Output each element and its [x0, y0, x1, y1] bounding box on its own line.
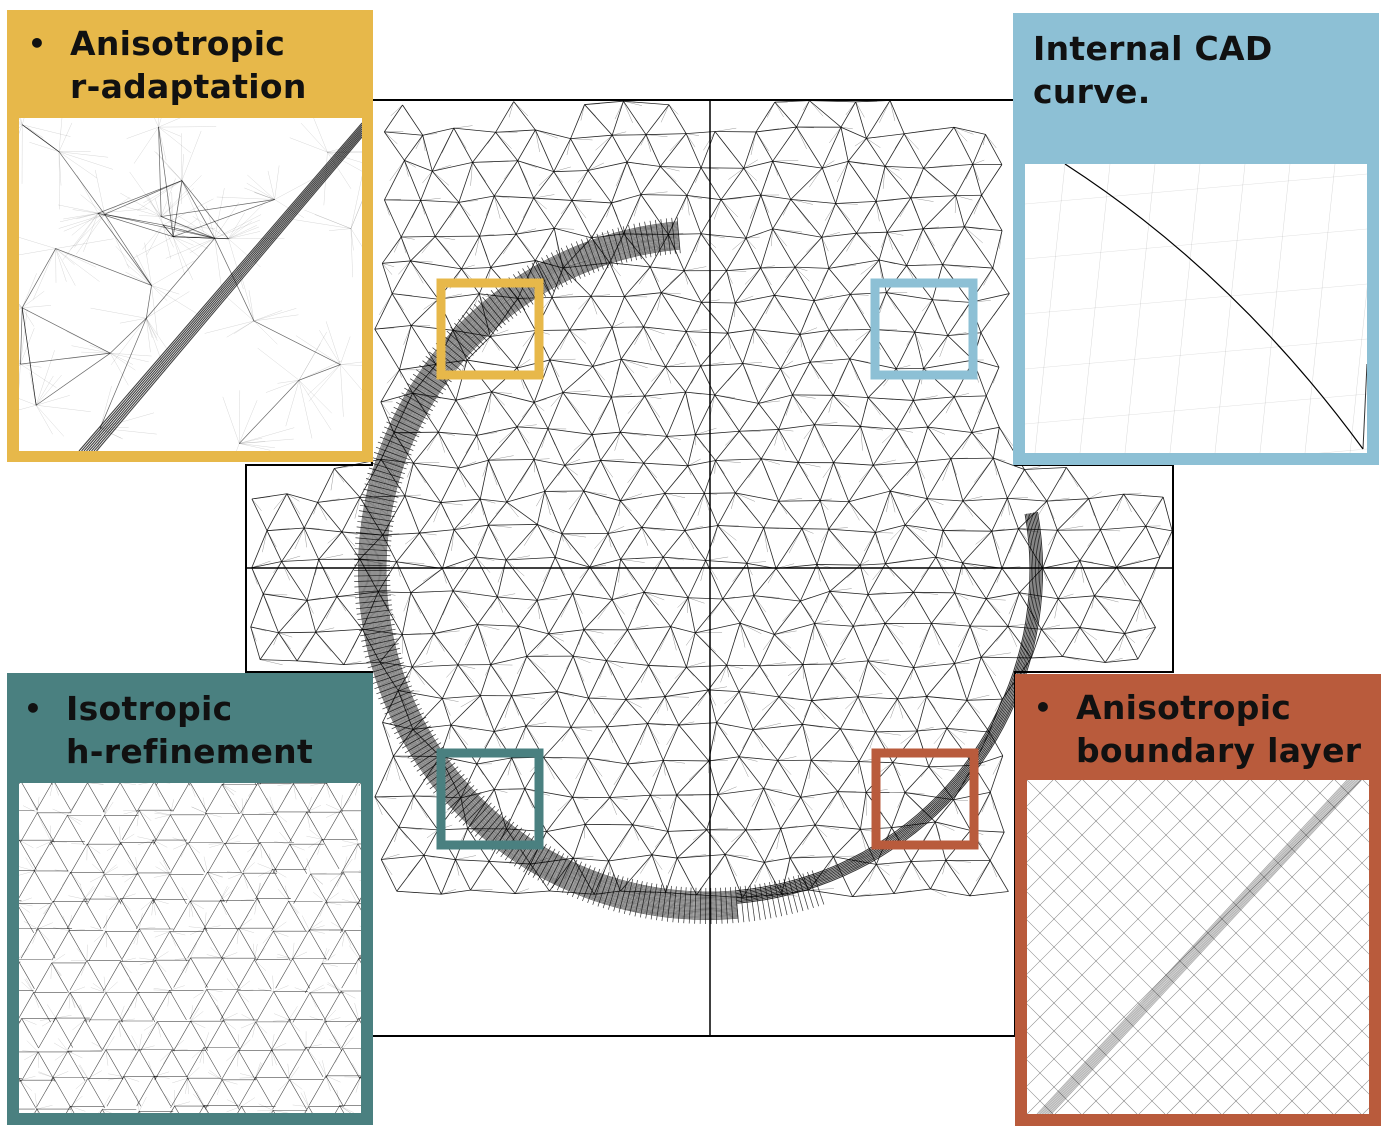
highlight-box-h-refinement	[436, 748, 544, 850]
highlight-box-cad-curve	[870, 278, 978, 380]
bullet: •	[24, 692, 43, 725]
panel-internal-cad-curve: Internal CAD curve.	[1013, 13, 1379, 465]
bullet: •	[1034, 691, 1053, 724]
inset-h-refinement	[19, 783, 361, 1113]
panel-title: Internal CAD curve.	[1033, 27, 1273, 113]
inset-mesh-image	[1025, 164, 1367, 453]
title-line-2: boundary layer	[1076, 731, 1362, 770]
title-line-2: h-refinement	[66, 732, 314, 771]
title-line-2: r-adaptation	[70, 67, 307, 106]
bullet: •	[28, 27, 47, 60]
title-line-1: Internal CAD	[1033, 29, 1273, 68]
inset-cad-curve	[1025, 164, 1367, 453]
highlight-box-r-adaptation	[436, 278, 544, 380]
inset-mesh-image	[19, 118, 362, 451]
inset-mesh-image	[1027, 780, 1369, 1114]
panel-title: • Anisotropic r-adaptation	[28, 22, 307, 108]
panel-title: • Anisotropic boundary layer	[1034, 686, 1362, 772]
refined-ring-region	[353, 217, 1044, 924]
title-line-2: curve.	[1033, 72, 1151, 111]
inset-boundary-layer	[1027, 780, 1369, 1114]
title-line-1: Anisotropic	[70, 24, 286, 63]
zoom-highlight-boxes	[436, 278, 979, 850]
inset-mesh-image	[19, 783, 361, 1113]
panel-isotropic-h-refinement: • Isotropic h-refinement	[7, 673, 373, 1125]
panel-anisotropic-r-adaptation: • Anisotropic r-adaptation	[7, 10, 373, 462]
highlight-box-boundary-layer	[871, 748, 979, 850]
panel-title: • Isotropic h-refinement	[24, 687, 314, 773]
inset-r-adaptation	[19, 118, 362, 451]
panel-anisotropic-boundary-layer: • Anisotropic boundary layer	[1015, 674, 1381, 1126]
title-line-1: Anisotropic	[1076, 688, 1292, 727]
title-line-1: Isotropic	[66, 689, 233, 728]
